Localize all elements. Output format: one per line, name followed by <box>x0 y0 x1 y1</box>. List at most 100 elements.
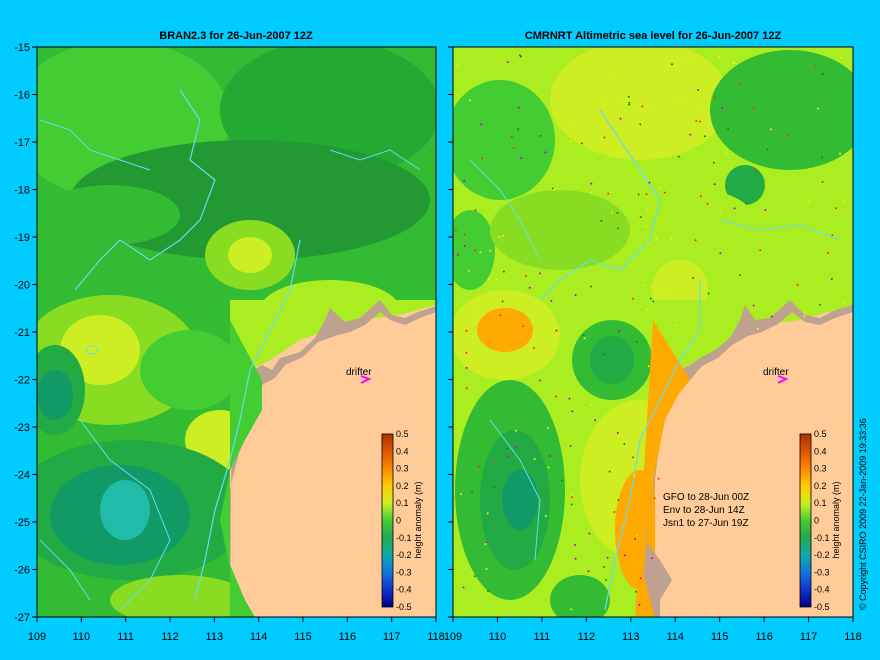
lon-tick-label: 114 <box>250 631 268 643</box>
colorbar-tick-label: 0.2 <box>814 481 827 491</box>
track-dot <box>610 514 613 517</box>
track-dot <box>555 329 558 332</box>
track-dot <box>462 586 465 589</box>
track-dot <box>764 208 767 211</box>
lat-tick-label: -27 <box>14 612 30 624</box>
track-dot <box>662 288 665 290</box>
lon-tick-label: 111 <box>534 631 551 643</box>
track-dot <box>653 497 656 500</box>
track-dot <box>463 233 466 236</box>
lon-tick-label: 112 <box>161 631 179 643</box>
track-dot <box>623 443 626 445</box>
track-dot <box>627 95 630 98</box>
track-dot <box>465 329 468 332</box>
track-dot <box>600 219 603 222</box>
lon-tick-label: 117 <box>383 631 401 643</box>
right-satellite-track-dots <box>454 54 846 611</box>
left-panel-title: BRAN2.3 for 26-Jun-2007 12Z <box>159 30 313 42</box>
track-dot <box>590 285 592 288</box>
track-dot <box>639 216 642 219</box>
track-dot <box>473 575 476 578</box>
track-dot <box>628 103 631 106</box>
track-dot <box>678 101 681 104</box>
lat-tick-label: -25 <box>14 517 30 529</box>
colorbar-tick-label: 0.3 <box>814 464 827 474</box>
track-dot <box>587 570 590 573</box>
left-drifter-label: drifter <box>346 367 372 378</box>
track-dot <box>480 123 483 126</box>
track-dot <box>631 104 634 107</box>
track-dot <box>725 152 728 155</box>
track-dot <box>611 211 614 214</box>
lon-tick-label: 110 <box>489 631 507 643</box>
lon-tick-label: 118 <box>844 631 862 643</box>
track-dot <box>633 474 636 477</box>
track-dot <box>663 191 666 194</box>
track-dot <box>533 458 536 461</box>
track-dot <box>651 557 653 560</box>
track-dot <box>616 211 619 214</box>
track-dot <box>487 590 489 593</box>
colorbar-tick-label: -0.4 <box>814 585 830 595</box>
lon-tick-label: 117 <box>800 631 818 643</box>
track-dot <box>687 55 690 58</box>
track-dot <box>606 556 609 559</box>
track-dot <box>787 134 790 137</box>
track-dot <box>498 236 501 239</box>
track-dot <box>580 142 583 145</box>
track-dot <box>839 152 841 155</box>
track-dot <box>638 603 641 606</box>
colorbar-tick-label: -0.1 <box>396 533 412 543</box>
track-dot <box>456 253 459 256</box>
track-dot <box>506 455 509 458</box>
track-dot <box>560 479 563 482</box>
track-dot <box>646 209 649 212</box>
track-dot <box>677 155 680 158</box>
track-dot <box>517 106 520 109</box>
track-dot <box>645 193 648 196</box>
lat-tick-label: -15 <box>14 42 30 54</box>
colorbar-tick-label: 0.1 <box>396 498 409 508</box>
colorbar-tick-label: -0.5 <box>396 602 412 612</box>
track-dot <box>711 129 714 132</box>
track-dot <box>623 554 626 557</box>
track-dot <box>574 557 577 560</box>
track-dot <box>821 156 824 159</box>
lon-tick-label: 109 <box>28 631 46 643</box>
track-dot <box>568 397 571 400</box>
lon-tick-label: 114 <box>666 631 684 643</box>
track-dot <box>488 277 491 280</box>
track-dot <box>603 565 606 568</box>
track-dot <box>539 272 541 275</box>
track-dot <box>694 239 697 242</box>
track-dot <box>670 237 673 240</box>
track-dot <box>647 365 650 368</box>
track-dot <box>465 351 468 354</box>
track-dot <box>457 64 459 67</box>
track-dot <box>608 470 611 473</box>
track-dot <box>766 148 769 151</box>
track-dot <box>608 71 611 74</box>
track-dot <box>554 395 557 398</box>
track-dot <box>703 135 706 138</box>
colorbar-tick-label: -0.1 <box>814 533 830 543</box>
track-dot <box>539 379 542 382</box>
track-dot <box>635 590 638 593</box>
track-dot <box>642 284 645 287</box>
track-dot <box>808 200 810 203</box>
track-dot <box>468 99 471 102</box>
colorbar-tick-label: -0.4 <box>396 585 412 595</box>
track-dot <box>548 455 551 457</box>
track-dot <box>570 608 573 611</box>
track-dot <box>520 55 522 58</box>
left-map-field <box>37 47 436 617</box>
track-dot <box>721 106 724 109</box>
track-dot <box>463 179 466 182</box>
right-colorbar: height anomaly (m) 0.5 0.4 0.3 0.2 0.1 0 -0.1 -… <box>799 429 841 612</box>
track-dot <box>617 498 620 501</box>
track-dot <box>635 340 638 343</box>
track-dot <box>842 200 845 203</box>
track-dot <box>732 62 735 65</box>
track-dot <box>613 511 616 513</box>
track-dot <box>582 334 585 337</box>
